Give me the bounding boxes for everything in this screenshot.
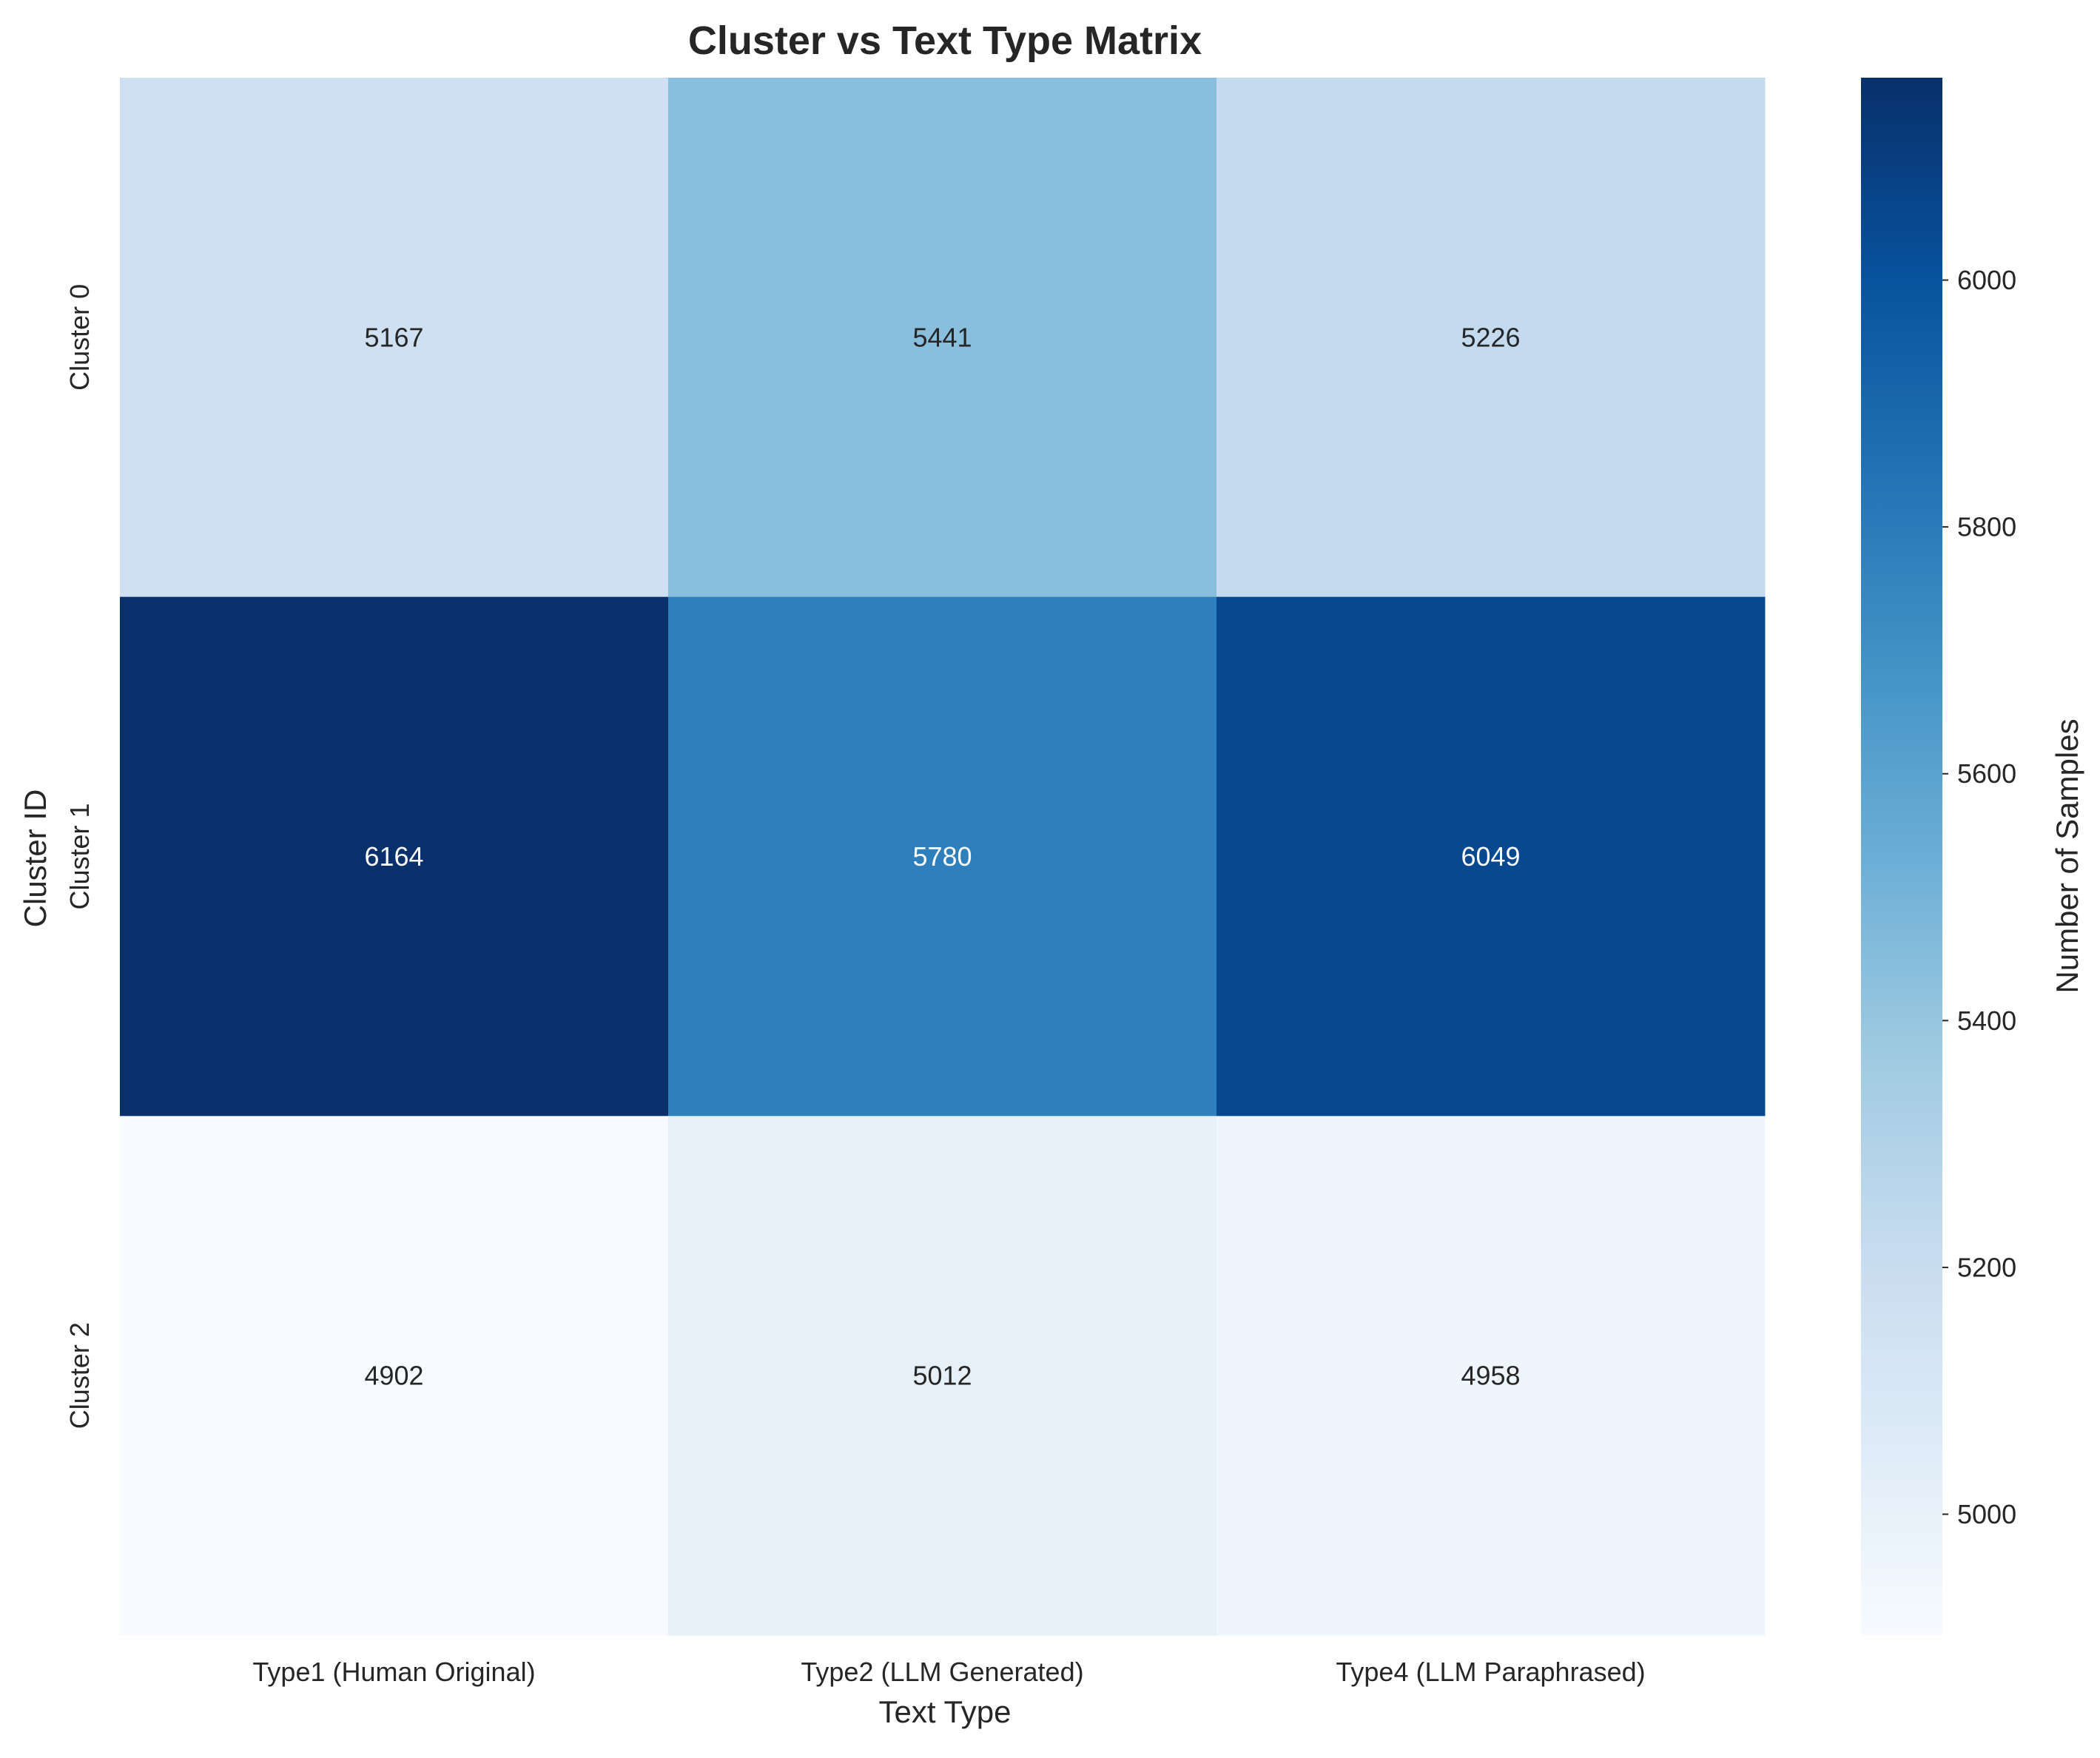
heatmap-cell bbox=[668, 78, 1217, 598]
cell-value-label: 4902 bbox=[364, 1361, 423, 1391]
chart-title: Cluster vs Text Type Matrix bbox=[688, 18, 1202, 63]
cell-value-label: 4958 bbox=[1461, 1361, 1520, 1391]
cell-value-label: 6164 bbox=[364, 841, 423, 872]
y-tick-labels: Cluster 0 Cluster 1 Cluster 2 bbox=[64, 284, 95, 1429]
colorbar-label: Number of Samples bbox=[2050, 718, 2084, 993]
x-tick-label: Type4 (LLM Paraphrased) bbox=[1336, 1657, 1645, 1687]
colorbar-gradient bbox=[1861, 78, 1942, 1635]
x-tick-label: Type2 (LLM Generated) bbox=[801, 1657, 1083, 1687]
y-axis-label: Cluster ID bbox=[18, 789, 53, 928]
heatmap-cell bbox=[668, 1116, 1217, 1636]
heatmap-cell bbox=[668, 596, 1217, 1117]
colorbar-ticks: 5000 5200 5400 5600 5800 6000 bbox=[1942, 265, 2016, 1529]
heatmap-cell bbox=[1216, 78, 1766, 598]
heatmap-cell bbox=[120, 1116, 669, 1636]
colorbar-tick-label: 5800 bbox=[1957, 512, 2016, 542]
y-tick-label: Cluster 0 bbox=[64, 284, 95, 391]
x-axis-label: Text Type bbox=[879, 1694, 1012, 1729]
x-tick-label: Type1 (Human Original) bbox=[252, 1657, 535, 1687]
cell-value-label: 5226 bbox=[1461, 322, 1520, 352]
heatmap-cell bbox=[1216, 1116, 1766, 1636]
colorbar-tick-label: 5600 bbox=[1957, 758, 2016, 789]
cell-value-label: 5780 bbox=[912, 841, 972, 872]
colorbar-tick-label: 5400 bbox=[1957, 1006, 2016, 1036]
cell-value-label: 6049 bbox=[1461, 841, 1520, 872]
heatmap-cells: 5167 5441 5226 6164 5780 6049 4902 5012 4958 bbox=[120, 78, 1766, 1636]
cell-value-label: 5167 bbox=[364, 322, 423, 352]
x-tick-labels: Type1 (Human Original) Type2 (LLM Generat… bbox=[252, 1657, 1645, 1687]
heatmap-cell bbox=[1216, 596, 1766, 1117]
heatmap-cell bbox=[120, 78, 669, 598]
y-tick-label: Cluster 1 bbox=[64, 803, 95, 909]
heatmap-cell bbox=[120, 596, 669, 1117]
colorbar: 5000 5200 5400 5600 5800 6000 Number of Sampl… bbox=[1861, 78, 2084, 1635]
y-tick-label: Cluster 2 bbox=[64, 1322, 95, 1429]
colorbar-tick-label: 5200 bbox=[1957, 1252, 2016, 1282]
cell-value-label: 5012 bbox=[912, 1361, 972, 1391]
cell-value-label: 5441 bbox=[912, 322, 972, 352]
colorbar-tick-label: 5000 bbox=[1957, 1499, 2016, 1529]
colorbar-tick-label: 6000 bbox=[1957, 265, 2016, 295]
